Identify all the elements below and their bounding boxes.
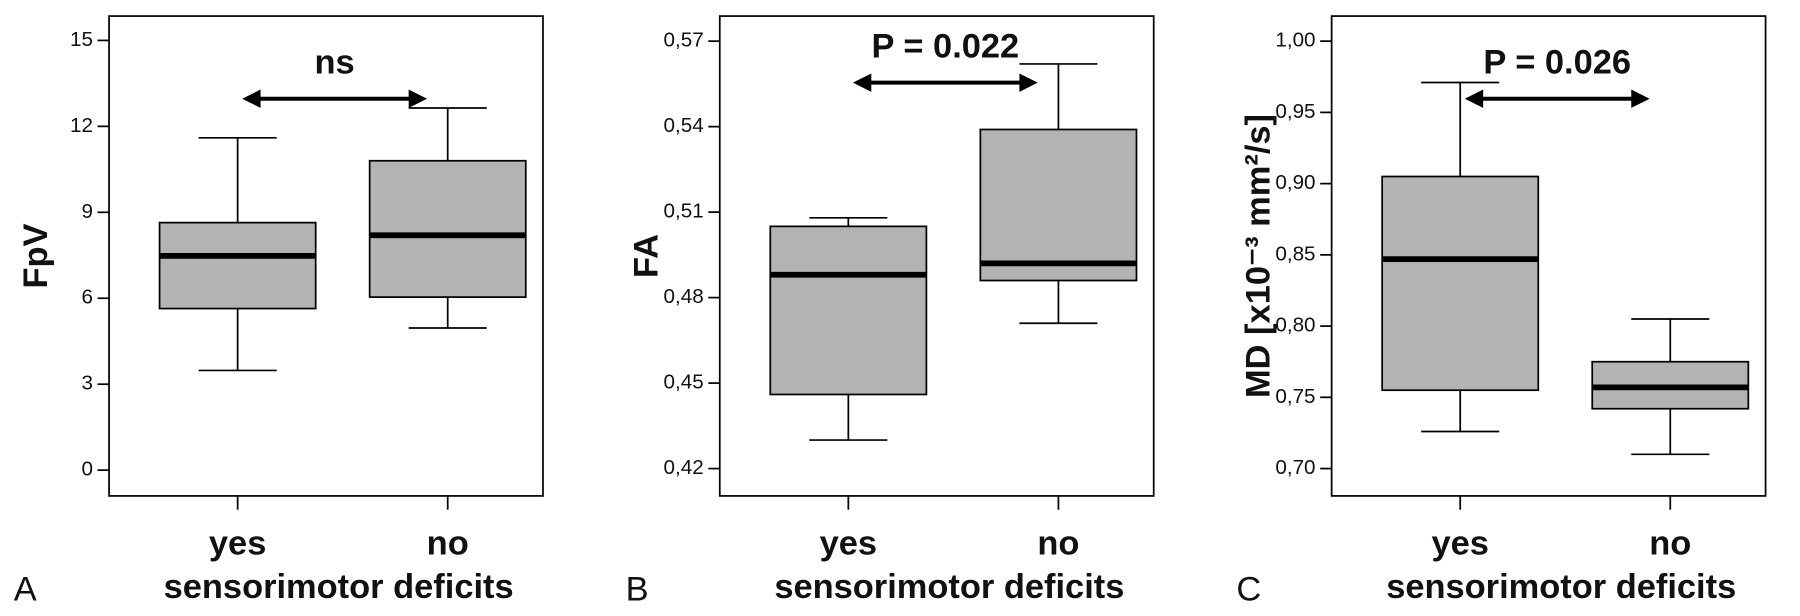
- plot-frame: [1330, 15, 1767, 497]
- x-tick-label: yes: [209, 524, 266, 562]
- panel-label: C: [1236, 570, 1261, 608]
- y-tick-label: 0,90: [1275, 171, 1315, 194]
- y-tick-label: 6: [81, 286, 93, 309]
- y-axis-label: FA: [628, 234, 666, 278]
- box: [769, 225, 928, 396]
- y-tick-label: 0,85: [1275, 242, 1315, 265]
- x-tick-label: yes: [820, 524, 877, 562]
- annotation: P = 0.022: [871, 27, 1019, 65]
- plot-frame: [108, 15, 544, 497]
- y-axis-label: FpV: [17, 223, 55, 288]
- x-tick-label: no: [1649, 524, 1691, 562]
- panel-label: B: [626, 570, 649, 608]
- box: [158, 221, 317, 310]
- y-tick-label: 0,54: [663, 114, 703, 137]
- x-axis-label: sensorimotor deficits: [164, 568, 514, 606]
- y-tick-label: 0,51: [663, 200, 703, 223]
- y-tick-label: 0,70: [1275, 456, 1315, 479]
- y-axis-label: MD [x10⁻³ mm²/s]: [1240, 114, 1278, 398]
- x-axis-label: sensorimotor deficits: [1386, 568, 1736, 606]
- y-tick-label: 0,95: [1275, 100, 1315, 123]
- x-tick-label: no: [427, 524, 469, 562]
- panel-label: A: [14, 570, 37, 608]
- y-tick-label: 1,00: [1275, 29, 1315, 52]
- y-tick-label: 0,80: [1275, 314, 1315, 337]
- y-tick-label: 0,75: [1275, 385, 1315, 408]
- box: [368, 159, 527, 298]
- plot-frame: [718, 15, 1155, 497]
- annotation: ns: [315, 43, 355, 81]
- y-tick-label: 0,57: [663, 29, 703, 52]
- y-tick-label: 12: [70, 114, 93, 137]
- y-tick-label: 9: [81, 200, 93, 223]
- y-tick-label: 0,45: [663, 371, 703, 394]
- annotation: P = 0.026: [1483, 43, 1631, 81]
- box: [1381, 175, 1540, 392]
- y-tick-label: 3: [81, 372, 93, 395]
- x-axis-label: sensorimotor deficits: [774, 568, 1124, 606]
- y-tick-label: 0: [81, 458, 93, 481]
- y-tick-label: 0,48: [663, 285, 703, 308]
- y-tick-label: 15: [70, 28, 93, 51]
- y-tick-label: 0,42: [663, 456, 703, 479]
- x-tick-label: yes: [1431, 524, 1488, 562]
- box: [979, 128, 1138, 282]
- x-tick-label: no: [1037, 524, 1079, 562]
